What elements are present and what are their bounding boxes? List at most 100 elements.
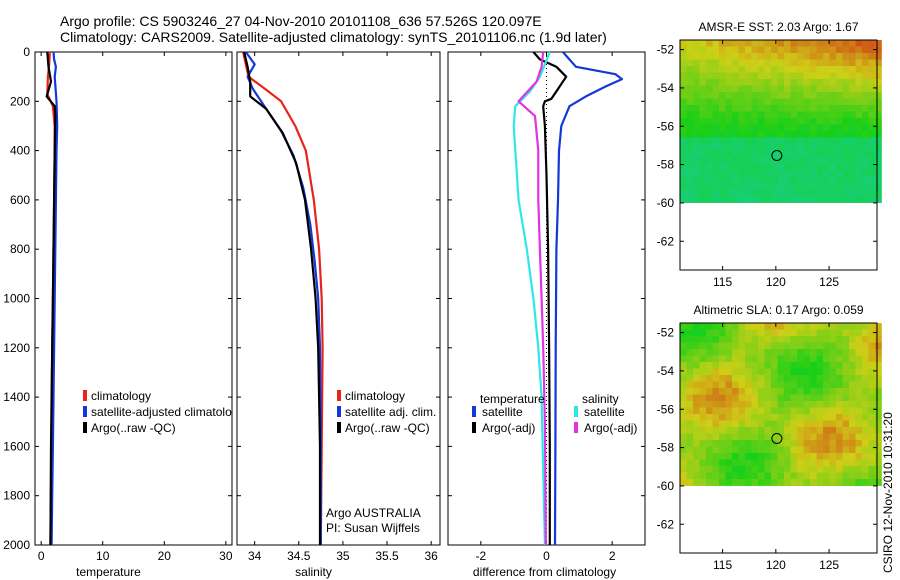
sst-map-cell [862,189,869,197]
sla-map-cell [719,381,726,389]
sla-map-cell [719,433,726,441]
sst-map-cell [836,46,843,54]
sla-map-cell [849,329,856,337]
sla-map-cell [680,446,687,454]
sla-map-cell [732,381,739,389]
sst-map-cell [693,157,700,164]
sla-map-cell [686,472,694,480]
sst-map-cell [771,137,778,145]
sst-map-cell [810,66,817,73]
sla-map-cell [745,368,752,376]
sla-map-cell [712,329,720,337]
sst-map-cell [699,170,707,177]
sla-map-cell [810,349,817,356]
sla-map-cell [745,394,752,402]
sst-map-cell [706,189,713,197]
sla-map-cell [836,336,843,343]
sst-map-cell [745,118,752,125]
sst-map-cell [771,53,778,60]
sla-map-cell [823,394,830,402]
sst-map-ytick-label: -60 [657,196,675,210]
sst-map-cell [777,124,785,132]
sst-map-cell [712,189,720,197]
sst-map-cell [810,183,817,190]
sla-map-cell [751,414,759,421]
sla-map-cell [875,368,882,376]
sla-map-cell [771,407,778,415]
sla-map-cell [784,388,791,395]
sla-map-cell [771,466,778,473]
sst-map-cell [706,144,713,151]
sla-map-cell [732,336,739,343]
sst-map-cell [797,59,804,67]
sst-map-cell [849,53,856,60]
sst-map-cell [829,59,837,67]
sla-map-cell [758,453,765,460]
sla-map-cell [868,368,876,376]
sst-map-cell [719,111,726,119]
sla-map-cell [699,368,707,376]
sla-map-cell [693,479,700,486]
sla-map-cell [810,440,817,447]
sla-map-cell [712,446,720,454]
sst-map-cell [693,46,700,54]
sla-map-cell [803,349,811,356]
sst-map-cell [823,118,830,125]
sla-map-cell [706,427,713,434]
sla-map-cell [790,472,798,480]
sst-map-cell [732,40,739,47]
sst-map-cell [816,170,824,177]
sst-map-cell [758,79,765,86]
sst-map-cell [810,53,817,60]
sst-map-cell [771,189,778,197]
sla-map-cell [680,479,687,486]
sst-map-cell [725,53,733,60]
sst-map-ytick-label: -62 [657,234,675,248]
sst-map-cell [816,163,824,171]
sst-map-cell [810,79,817,86]
sst-map-cell [732,85,739,93]
temperature-panel-legend-entry: Argo(..raw -QC) [91,421,176,435]
sst-map-cell [810,124,817,132]
sst-map-cell [745,196,752,203]
sla-map-cell [875,479,882,486]
sla-map-cell [758,368,765,376]
sla-map-cell [849,401,856,408]
sla-map-cell [823,323,830,330]
sst-map-cell [751,92,759,99]
sla-map-cell [855,368,863,376]
sla-map-cell [836,401,843,408]
sla-map-cell [803,368,811,376]
sla-map-cell [745,446,752,454]
sst-map-cell [745,189,752,197]
sst-map-cell [797,98,804,106]
sla-map-cell [719,368,726,376]
sla-map-cell [829,342,837,350]
sla-map-cell [738,479,746,486]
sla-map-cell [732,407,739,415]
sst-map-cell [771,59,778,67]
sla-map-cell [725,401,733,408]
sst-map-cell [693,137,700,145]
sla-map-cell [686,479,694,486]
sla-map-cell [706,375,713,382]
sla-map-cell [836,420,843,428]
sla-map-cell [816,459,824,467]
sla-map-cell [751,342,759,350]
sla-map-cell [803,381,811,389]
sla-map-cell [797,472,804,480]
temperature-panel-frame [34,51,233,546]
sla-map-cell [680,453,687,460]
sst-map-cell [777,137,785,145]
sla-map-cell [842,388,850,395]
sla-map-cell [849,440,856,447]
sst-map-cell [732,131,739,138]
sst-map-cell [699,137,707,145]
sst-map-cell [816,85,824,93]
sst-map-ytick-label: -58 [657,158,675,172]
sst-map-cell [751,53,759,60]
sla-map-cell [790,433,798,441]
sla-map-cell [686,414,694,421]
sst-map-cell [777,105,785,112]
sla-map-cell [686,420,694,428]
